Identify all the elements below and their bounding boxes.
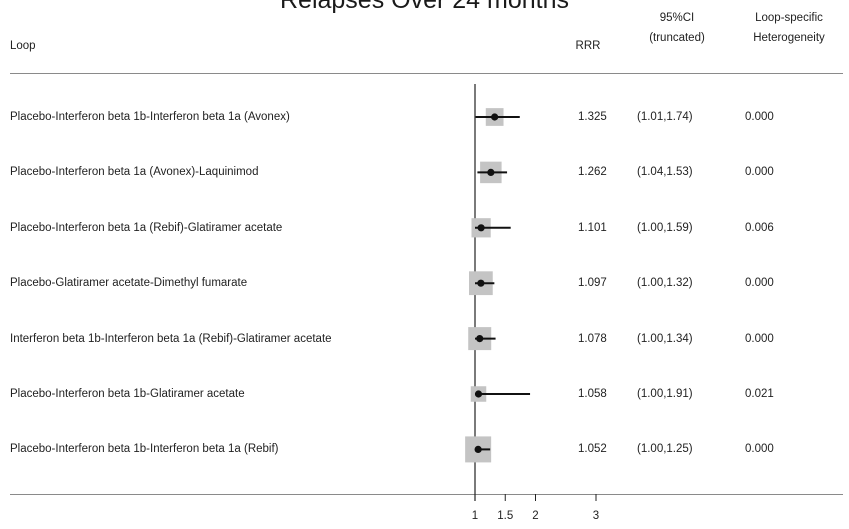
row-loop-label: Placebo-Interferon beta 1b-Glatiramer ac… <box>10 388 245 400</box>
row-rrr-value: 1.078 <box>578 332 607 345</box>
row-ci-value: (1.00,1.91) <box>637 388 693 400</box>
row-heterogeneity-value: 0.000 <box>745 443 774 456</box>
row-loop-label: Placebo-Glatiramer acetate-Dimethyl fuma… <box>10 277 248 290</box>
header-het-line1: Loop-specific <box>755 12 823 24</box>
x-tick-label: 1.5 <box>497 510 513 522</box>
x-tick-label: 2 <box>532 510 538 522</box>
header-ci: 95%CI (truncated) <box>627 8 727 48</box>
row-heterogeneity-value: 0.021 <box>745 388 774 400</box>
row-ci-value: (1.00,1.34) <box>637 332 693 345</box>
header-ci-line2: (truncated) <box>649 32 705 44</box>
header-ci-line1: 95%CI <box>659 12 695 24</box>
point-estimate <box>477 279 485 287</box>
point-estimate <box>474 445 482 453</box>
header-het-line2: Heterogeneity <box>753 32 825 44</box>
x-tick-label: 1 <box>472 510 478 522</box>
row-heterogeneity-value: 0.006 <box>745 221 774 234</box>
row-loop-label: Interferon beta 1b-Interferon beta 1a (R… <box>10 332 332 345</box>
chart-title: Relapses Over 24 months <box>279 0 570 14</box>
row-ci-value: (1.00,1.32) <box>637 277 693 290</box>
point-estimate <box>487 168 495 176</box>
row-rrr-value: 1.262 <box>578 166 607 179</box>
x-tick-label: 3 <box>593 510 599 522</box>
header-heterogeneity: Loop-specific Heterogeneity <box>733 8 845 48</box>
row-rrr-value: 1.097 <box>578 277 607 290</box>
row-rrr-value: 1.325 <box>578 111 607 123</box>
row-rrr-value: 1.058 <box>578 388 607 400</box>
point-estimate <box>491 113 499 121</box>
row-loop-label: Placebo-Interferon beta 1b-Interferon be… <box>10 111 290 123</box>
point-estimate <box>477 224 485 232</box>
row-ci-value: (1.04,1.53) <box>637 166 693 179</box>
row-heterogeneity-value: 0.000 <box>745 332 774 345</box>
row-loop-label: Placebo-Interferon beta 1a (Rebif)-Glati… <box>10 221 283 234</box>
point-estimate <box>476 335 484 343</box>
row-loop-label: Placebo-Interferon beta 1a (Avonex)-Laqu… <box>10 166 259 179</box>
row-heterogeneity-value: 0.000 <box>745 166 774 179</box>
header-rrr: RRR <box>575 40 601 52</box>
header-divider <box>10 73 843 74</box>
point-estimate <box>474 390 483 398</box>
row-heterogeneity-value: 0.000 <box>745 111 774 123</box>
row-ci-value: (1.00,1.25) <box>637 443 693 456</box>
row-loop-label: Placebo-Interferon beta 1b-Interferon be… <box>10 443 279 456</box>
row-ci-value: (1.01,1.74) <box>637 111 693 123</box>
row-rrr-value: 1.052 <box>578 443 607 456</box>
row-heterogeneity-value: 0.000 <box>745 277 774 290</box>
row-ci-value: (1.00,1.59) <box>637 221 693 234</box>
row-rrr-value: 1.101 <box>578 221 607 234</box>
header-loop: Loop <box>10 40 36 52</box>
axis-divider <box>10 494 843 495</box>
